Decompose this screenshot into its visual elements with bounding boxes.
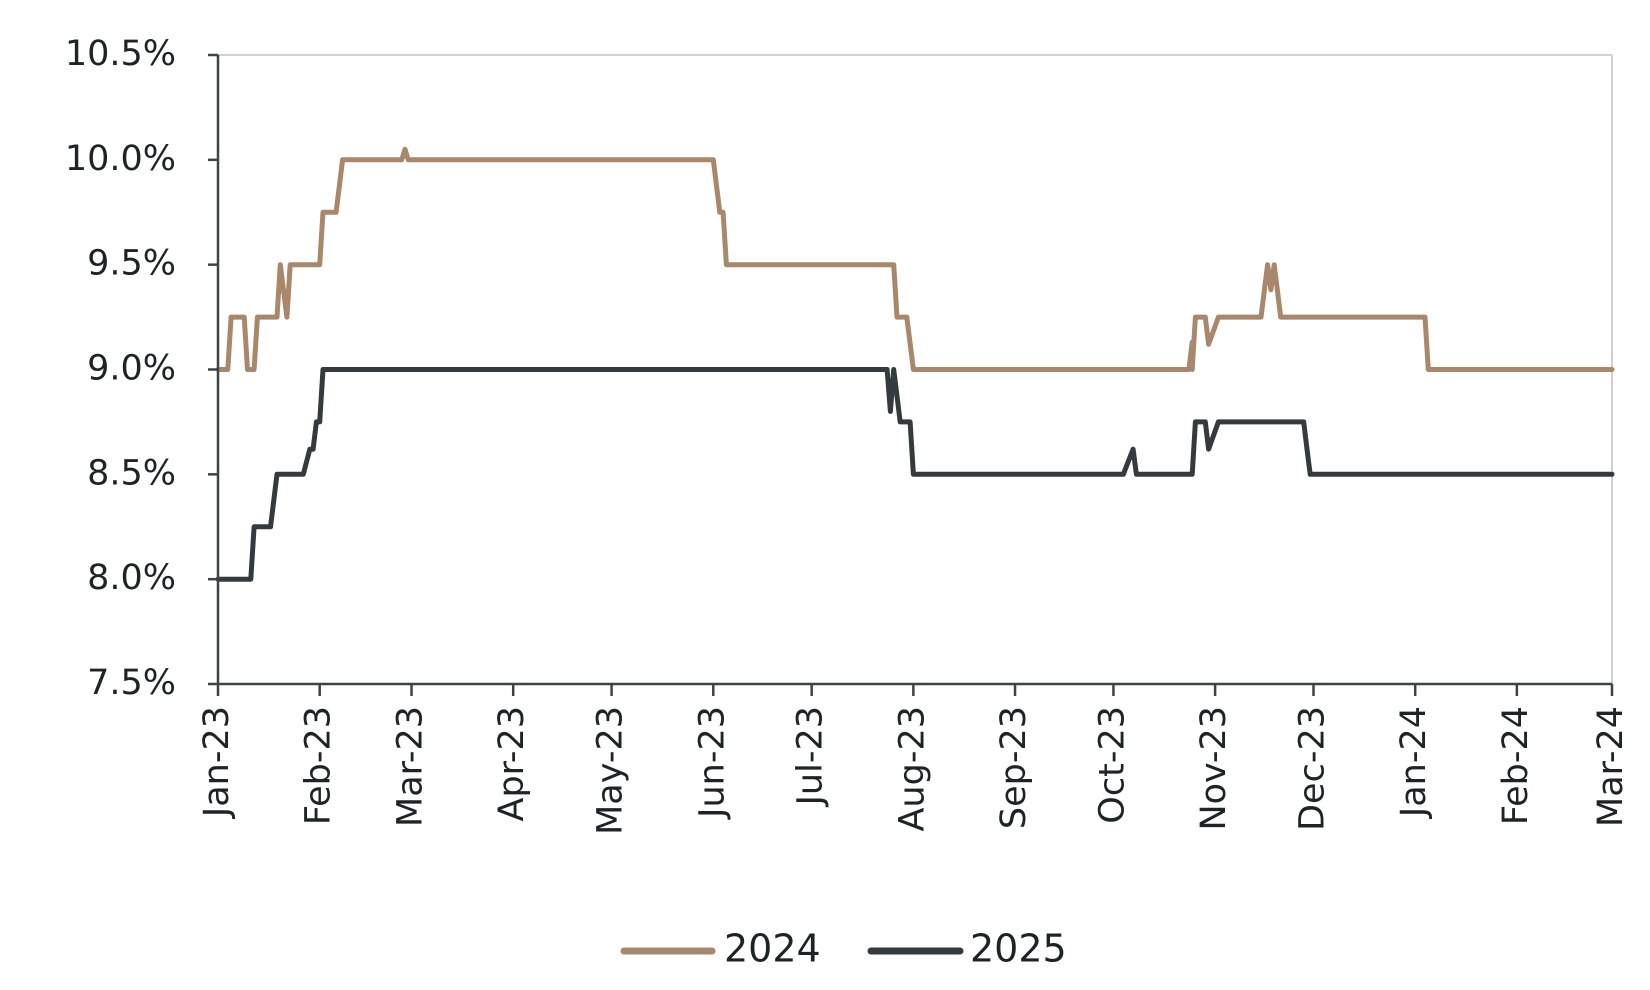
x-tick-label: Apr-23 [492,706,532,821]
legend-label: 2025 [970,927,1067,971]
x-tick-label: Jan-23 [197,706,237,819]
series-layer [215,146,1615,582]
y-tick-label: 7.5% [87,663,176,703]
x-tick-label: Jan-24 [1394,706,1434,819]
x-tick-label: Feb-24 [1496,706,1536,825]
x-tick-label: Jun-23 [692,706,732,820]
y-tick-label: 9.0% [87,349,176,389]
series-line-2025 [215,367,1615,582]
x-tick-label: Oct-23 [1092,706,1132,824]
legend-item-2025: 2025 [867,927,1067,971]
x-tick-label: Mar-24 [1591,706,1631,827]
x-tick-label: Jul-23 [791,706,831,807]
y-tick-label: 8.0% [87,558,176,598]
legend-item-2024: 2024 [620,927,821,971]
series-line-2024 [215,146,1615,372]
x-tick-label: May-23 [591,706,631,835]
legend: 2024 2025 [620,927,1067,971]
y-axis: 7.5% 8.0% 8.5% 9.0% 9.5% 10.0% 10.5% [65,34,220,703]
x-tick-label: Aug-23 [892,706,932,832]
legend-label: 2024 [724,927,821,971]
y-tick-label: 10.0% [65,139,176,179]
x-tick-label: Feb-23 [299,706,339,825]
y-tick-label: 8.5% [87,453,176,493]
x-tick-label: Mar-23 [391,706,431,827]
y-tick-label: 10.5% [65,34,176,74]
x-axis: Jan-23 Feb-23 Mar-23 Apr-23 May-23 Jun-23 Jul-… [197,682,1631,835]
x-tick-label: Nov-23 [1194,706,1234,831]
y-tick-label: 9.5% [87,244,176,284]
x-tick-label: Dec-23 [1293,706,1333,831]
x-tick-label: Sep-23 [994,706,1034,829]
